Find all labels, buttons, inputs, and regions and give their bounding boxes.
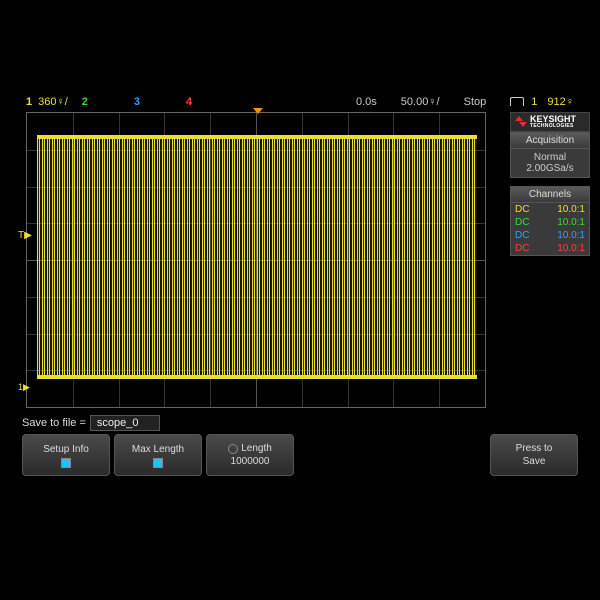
channels-panel: Channels DC 10.0:1 DC 10.0:1 DC 10.0:1 D… (510, 186, 590, 256)
channel-row: DC 10.0:1 (511, 216, 589, 229)
keysight-logo-icon (515, 116, 527, 128)
ch4-coupling: DC (515, 243, 529, 254)
status-bar: 1 360♀/ 2 3 4 0.0s 50.00♀/ Stop 1 912♀ (26, 94, 574, 110)
softkey-label: Length (241, 442, 272, 455)
ch3-coupling: DC (515, 230, 529, 241)
ch3-probe: 10.0:1 (557, 230, 585, 241)
acquisition-rate: 2.00GSa/s (515, 163, 585, 174)
trigger-level-marker: T▶ (18, 230, 32, 241)
softkey-setup-info[interactable]: Setup Info (22, 434, 110, 476)
ch1-ground-marker: 1▶ (18, 382, 30, 393)
ch4-indicator: 4 (186, 96, 192, 108)
ch1-indicator: 1 (26, 96, 32, 108)
trigger-level: 912♀ (547, 96, 574, 108)
softkey-label-line1: Press to (516, 442, 553, 455)
waveform-ch1 (37, 135, 477, 379)
softkey-label: Max Length (132, 443, 184, 456)
checkbox-icon (153, 458, 163, 468)
ch3-indicator: 3 (134, 96, 140, 108)
save-file-value[interactable]: scope_0 (90, 415, 160, 431)
channel-row: DC 10.0:1 (511, 242, 589, 255)
brand-logo: KEYSIGHT TECHNOLOGIES (510, 112, 590, 132)
ch1-coupling: DC (515, 204, 529, 215)
ch1-vdiv: 360♀/ (38, 96, 68, 108)
time-per-div: 50.00♀/ (401, 96, 440, 108)
run-state: Stop (464, 96, 487, 108)
ch2-coupling: DC (515, 217, 529, 228)
softkey-max-length[interactable]: Max Length (114, 434, 202, 476)
ch2-indicator: 2 (82, 96, 88, 108)
trigger-type-icon (510, 96, 527, 108)
acquisition-panel: Acquisition Normal 2.00GSa/s (510, 132, 590, 178)
channel-row: DC 10.0:1 (511, 229, 589, 242)
waveform-graticule (26, 112, 486, 408)
softkey-bar: Setup Info Max Length Length 1000000 Pre… (22, 434, 578, 480)
length-value: 1000000 (231, 455, 270, 468)
softkey-label-line2: Save (523, 455, 546, 468)
acquisition-header: Acquisition (511, 133, 589, 149)
trigger-channel: 1 (531, 96, 537, 108)
softkey-press-to-save[interactable]: Press to Save (490, 434, 578, 476)
channels-header: Channels (511, 187, 589, 203)
knob-icon (228, 444, 238, 454)
acquisition-mode: Normal (515, 152, 585, 163)
ch4-probe: 10.0:1 (557, 243, 585, 254)
softkey-length[interactable]: Length 1000000 (206, 434, 294, 476)
channel-row: DC 10.0:1 (511, 203, 589, 216)
save-file-label: Save to file = (22, 417, 86, 429)
ch1-probe: 10.0:1 (557, 204, 585, 215)
save-file-row: Save to file = scope_0 (22, 414, 490, 432)
brand-sub: TECHNOLOGIES (530, 124, 576, 129)
ch2-probe: 10.0:1 (557, 217, 585, 228)
checkbox-icon (61, 458, 71, 468)
side-panel: KEYSIGHT TECHNOLOGIES Acquisition Normal… (510, 112, 590, 256)
softkey-label: Setup Info (43, 443, 89, 456)
time-position: 0.0s (356, 96, 377, 108)
trigger-position-marker (253, 108, 263, 114)
